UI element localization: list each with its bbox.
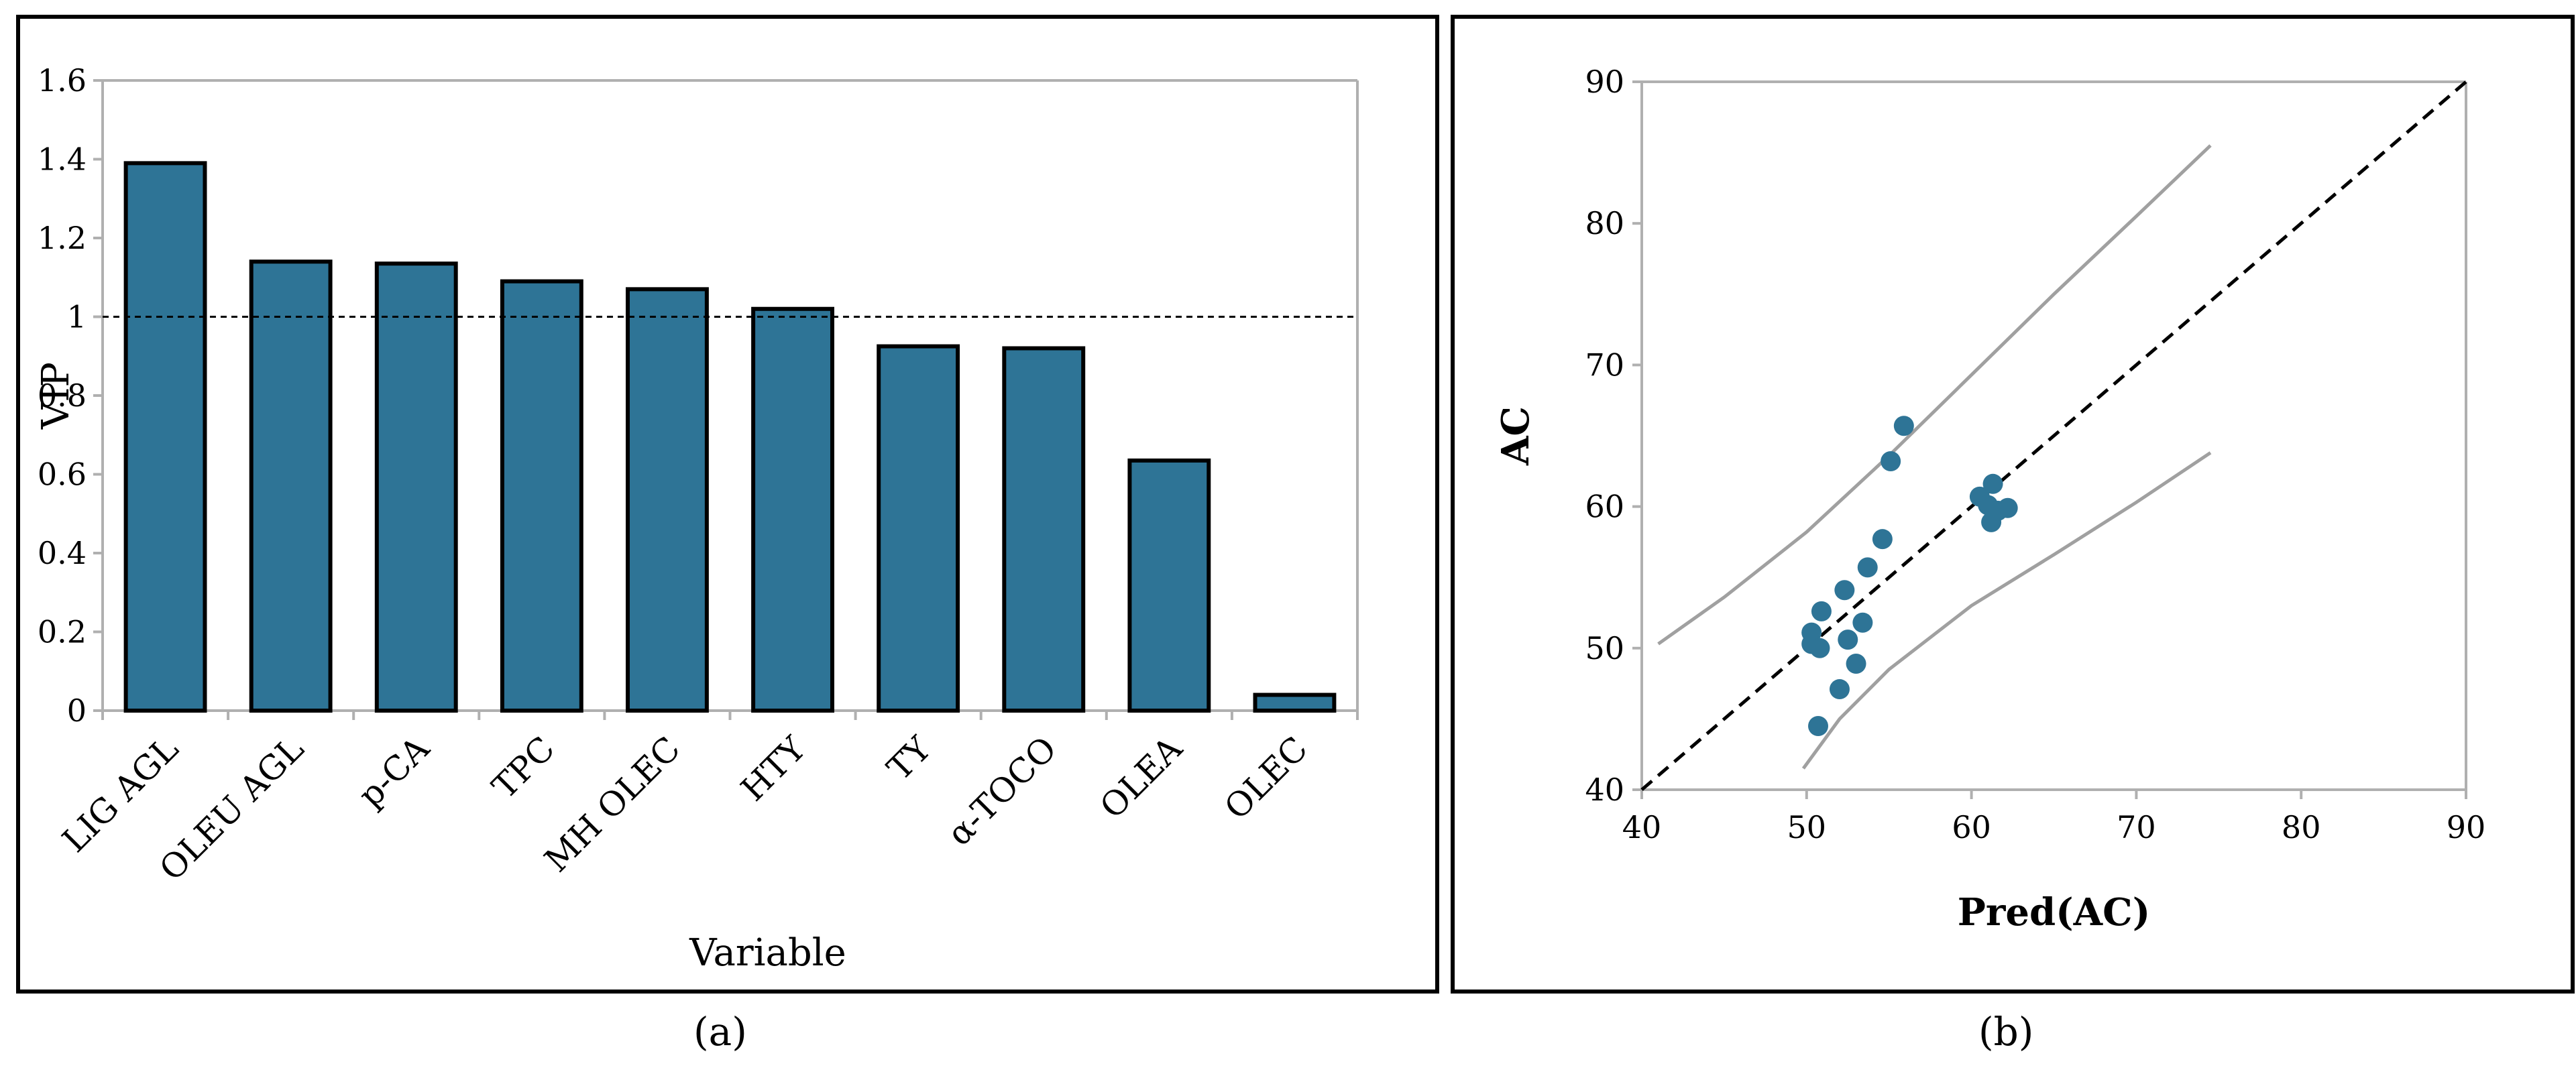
x-tick-label: 60: [1952, 809, 1991, 845]
y-tick-label: 0.6: [38, 457, 87, 493]
x-tick-label: MH OLEC: [537, 729, 688, 880]
bar: [877, 344, 960, 713]
lower-confidence-curve: [1801, 451, 2212, 770]
bar: [751, 306, 834, 713]
y-tick-label: 90: [1585, 64, 1624, 100]
data-point: [1893, 416, 1914, 436]
y-tick-label: 1.2: [38, 220, 87, 256]
identity-line: [1640, 80, 2467, 791]
y-tick-label: 1.4: [38, 141, 87, 178]
y-tick-label: 40: [1585, 772, 1624, 808]
x-tick-label: LIG AGL: [55, 729, 186, 859]
data-point: [1834, 580, 1855, 601]
data-point: [1997, 497, 2018, 518]
ac-scatter-chart: 40 50 60 70 80 90 40 50 60 70 80 90 AC Pred(AC): [1494, 64, 2486, 935]
bar: [249, 259, 333, 713]
x-tick-label: HTY: [734, 729, 814, 808]
data-point: [1846, 654, 1866, 674]
y-tick-label: 0.4: [38, 535, 87, 571]
data-point: [1857, 557, 1878, 578]
data-point: [1852, 612, 1873, 633]
bar: [374, 261, 458, 713]
data-point: [1809, 638, 1830, 658]
x-tick-label: p-CA: [351, 729, 437, 815]
caption-b: (b): [1978, 1009, 2034, 1055]
x-axis-title: Variable: [689, 931, 846, 975]
data-point: [1838, 630, 1858, 650]
x-tick-label: 50: [1787, 809, 1827, 845]
y-tick-label: 70: [1585, 347, 1624, 383]
bar: [500, 279, 583, 713]
data-point: [1982, 473, 2003, 494]
x-tick-label: OLEC: [1217, 729, 1315, 827]
data-point: [1829, 679, 1850, 700]
caption-a: (a): [693, 1009, 747, 1055]
y-tick-label: 0.8: [38, 377, 87, 414]
x-tick-label: TPC: [485, 729, 562, 806]
x-tick-label: 40: [1622, 809, 1662, 845]
data-point: [1808, 715, 1829, 736]
y-axis-title: AC: [1494, 406, 1538, 466]
x-tick-label: TY: [880, 729, 940, 788]
x-tick-label: 70: [2117, 809, 2156, 845]
y-tick-label: 50: [1585, 630, 1624, 666]
bar: [1127, 458, 1211, 713]
y-tick-label: 80: [1585, 205, 1624, 241]
x-tick-label: 90: [2447, 809, 2486, 845]
x-tick-label: OLEA: [1093, 729, 1190, 826]
x-tick-label: α-TOCO: [940, 729, 1064, 853]
bar: [123, 161, 207, 713]
y-axis-title: VIP: [34, 362, 78, 430]
x-axis-title: Pred(AC): [1958, 890, 2150, 935]
data-point: [1872, 529, 1893, 550]
data-point: [1881, 451, 1901, 472]
upper-confidence-curve: [1657, 144, 2212, 646]
y-tick-label: 60: [1585, 489, 1624, 525]
y-tick-label: 1.6: [38, 62, 87, 99]
y-tick-label: 0.2: [38, 614, 87, 650]
x-tick-label: 80: [2282, 809, 2321, 845]
y-tick-label: 1: [67, 299, 87, 335]
bar: [626, 287, 709, 713]
data-point: [1811, 601, 1832, 621]
panel-b: 40 50 60 70 80 90 40 50 60 70 80 90 AC Pred(AC): [1451, 15, 2575, 994]
y-tick-label: 0: [67, 693, 87, 729]
bar: [1002, 346, 1086, 713]
bar: [1253, 693, 1337, 713]
panel-a: 0 0.2 0.4 0.6 0.8 1 1.2 1.4 1.6 LIG AGL OLEU AGL p-…: [16, 15, 1439, 994]
